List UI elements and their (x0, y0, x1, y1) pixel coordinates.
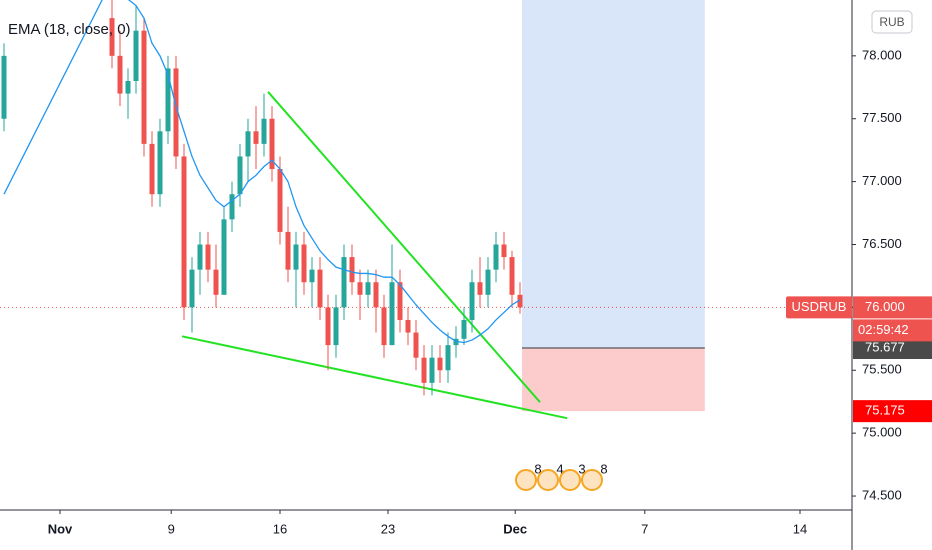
x-tick-label: 23 (381, 521, 395, 536)
candle-body (405, 319, 411, 333)
x-tick-label: 7 (641, 521, 648, 536)
candle-body (389, 282, 395, 346)
price-label-box (853, 400, 932, 423)
candle-body (229, 194, 235, 220)
candle-body (205, 244, 211, 270)
event-label: 4 (556, 461, 563, 476)
event-label: 3 (578, 461, 585, 476)
x-tick-label: Nov (48, 521, 73, 536)
candle-body (301, 244, 307, 283)
candle-body (285, 231, 291, 270)
price-label: 75.175 (865, 403, 905, 418)
price-label: 75.677 (865, 339, 905, 354)
currency: RUB (879, 15, 904, 29)
candle-body (421, 357, 427, 383)
candle-body (365, 282, 371, 295)
price-label: 76.000 (865, 299, 905, 314)
y-tick-label: 75.000 (862, 425, 902, 440)
candle-body (141, 30, 147, 144)
countdown-box (853, 319, 932, 342)
candle-body (349, 257, 355, 283)
price-label-box (853, 296, 932, 319)
ema-line (3, 0, 521, 344)
candle-body (397, 282, 403, 320)
candle-body (373, 282, 379, 308)
candle-body (189, 269, 195, 308)
candle-body (221, 219, 227, 295)
candle-body (485, 269, 491, 295)
candle-body (125, 80, 131, 94)
indicator-legend: EMA (18, close, 0) (8, 21, 131, 38)
x-tick-label: 14 (793, 521, 807, 536)
countdown: 02:59:42 (858, 322, 909, 337)
candle-body (501, 244, 507, 258)
candle-body (325, 307, 331, 346)
candle-body (517, 294, 523, 308)
candle-body (341, 257, 347, 308)
candle-body (277, 169, 283, 232)
loss-zone (522, 348, 705, 412)
candle-body (381, 307, 387, 346)
event-icon (581, 469, 603, 491)
candle-body (269, 118, 275, 170)
candle-body (253, 131, 259, 144)
candle-body (509, 257, 515, 295)
candle-body (1, 55, 7, 119)
event-label: 8 (534, 461, 541, 476)
candle-body (213, 269, 219, 295)
y-tick-label: 74.500 (862, 487, 902, 502)
candle-body (245, 131, 251, 157)
candle-body (237, 156, 243, 195)
candle-body (165, 68, 171, 132)
y-tick-label: 78.000 (862, 47, 902, 62)
candle-body (293, 244, 299, 270)
y-tick-label: 77.000 (862, 173, 902, 188)
x-tick-label: 16 (273, 521, 287, 536)
event-icon (559, 469, 581, 491)
candle-body (333, 307, 339, 346)
candle-body (133, 30, 139, 81)
price-label-box (853, 337, 932, 360)
candle-body (317, 269, 323, 308)
candle-body (261, 118, 267, 144)
x-tick-label: Dec (503, 521, 527, 536)
event-icon (537, 469, 559, 491)
candle-body (413, 332, 419, 358)
candle-body (181, 156, 187, 308)
currency-badge[interactable] (871, 10, 913, 34)
symbol-label: USDRUB (792, 299, 847, 314)
candle-body (445, 345, 451, 371)
candle-body (461, 319, 467, 339)
candle-body (173, 68, 179, 157)
x-tick-label: 9 (168, 521, 175, 536)
candle-body (469, 282, 475, 320)
candle-body (357, 282, 363, 295)
candle-body (197, 244, 203, 270)
event-label: 8 (600, 461, 607, 476)
y-tick-label: 77.500 (862, 110, 902, 125)
candle-body (309, 269, 315, 283)
candle-body (157, 131, 163, 195)
event-icon (515, 469, 537, 491)
candle-body (149, 143, 155, 195)
trend-line (267, 91, 541, 403)
candle-body (429, 357, 435, 383)
y-tick-label: 75.500 (862, 362, 902, 377)
candle-body (109, 18, 115, 56)
trend-line (181, 335, 568, 420)
y-tick-label: 76.500 (862, 236, 902, 251)
candle-body (437, 357, 443, 371)
candle-body (117, 55, 123, 94)
profit-zone (522, 0, 705, 349)
candle-body (493, 244, 499, 270)
symbol-box (786, 296, 852, 319)
candle-body (477, 282, 483, 295)
